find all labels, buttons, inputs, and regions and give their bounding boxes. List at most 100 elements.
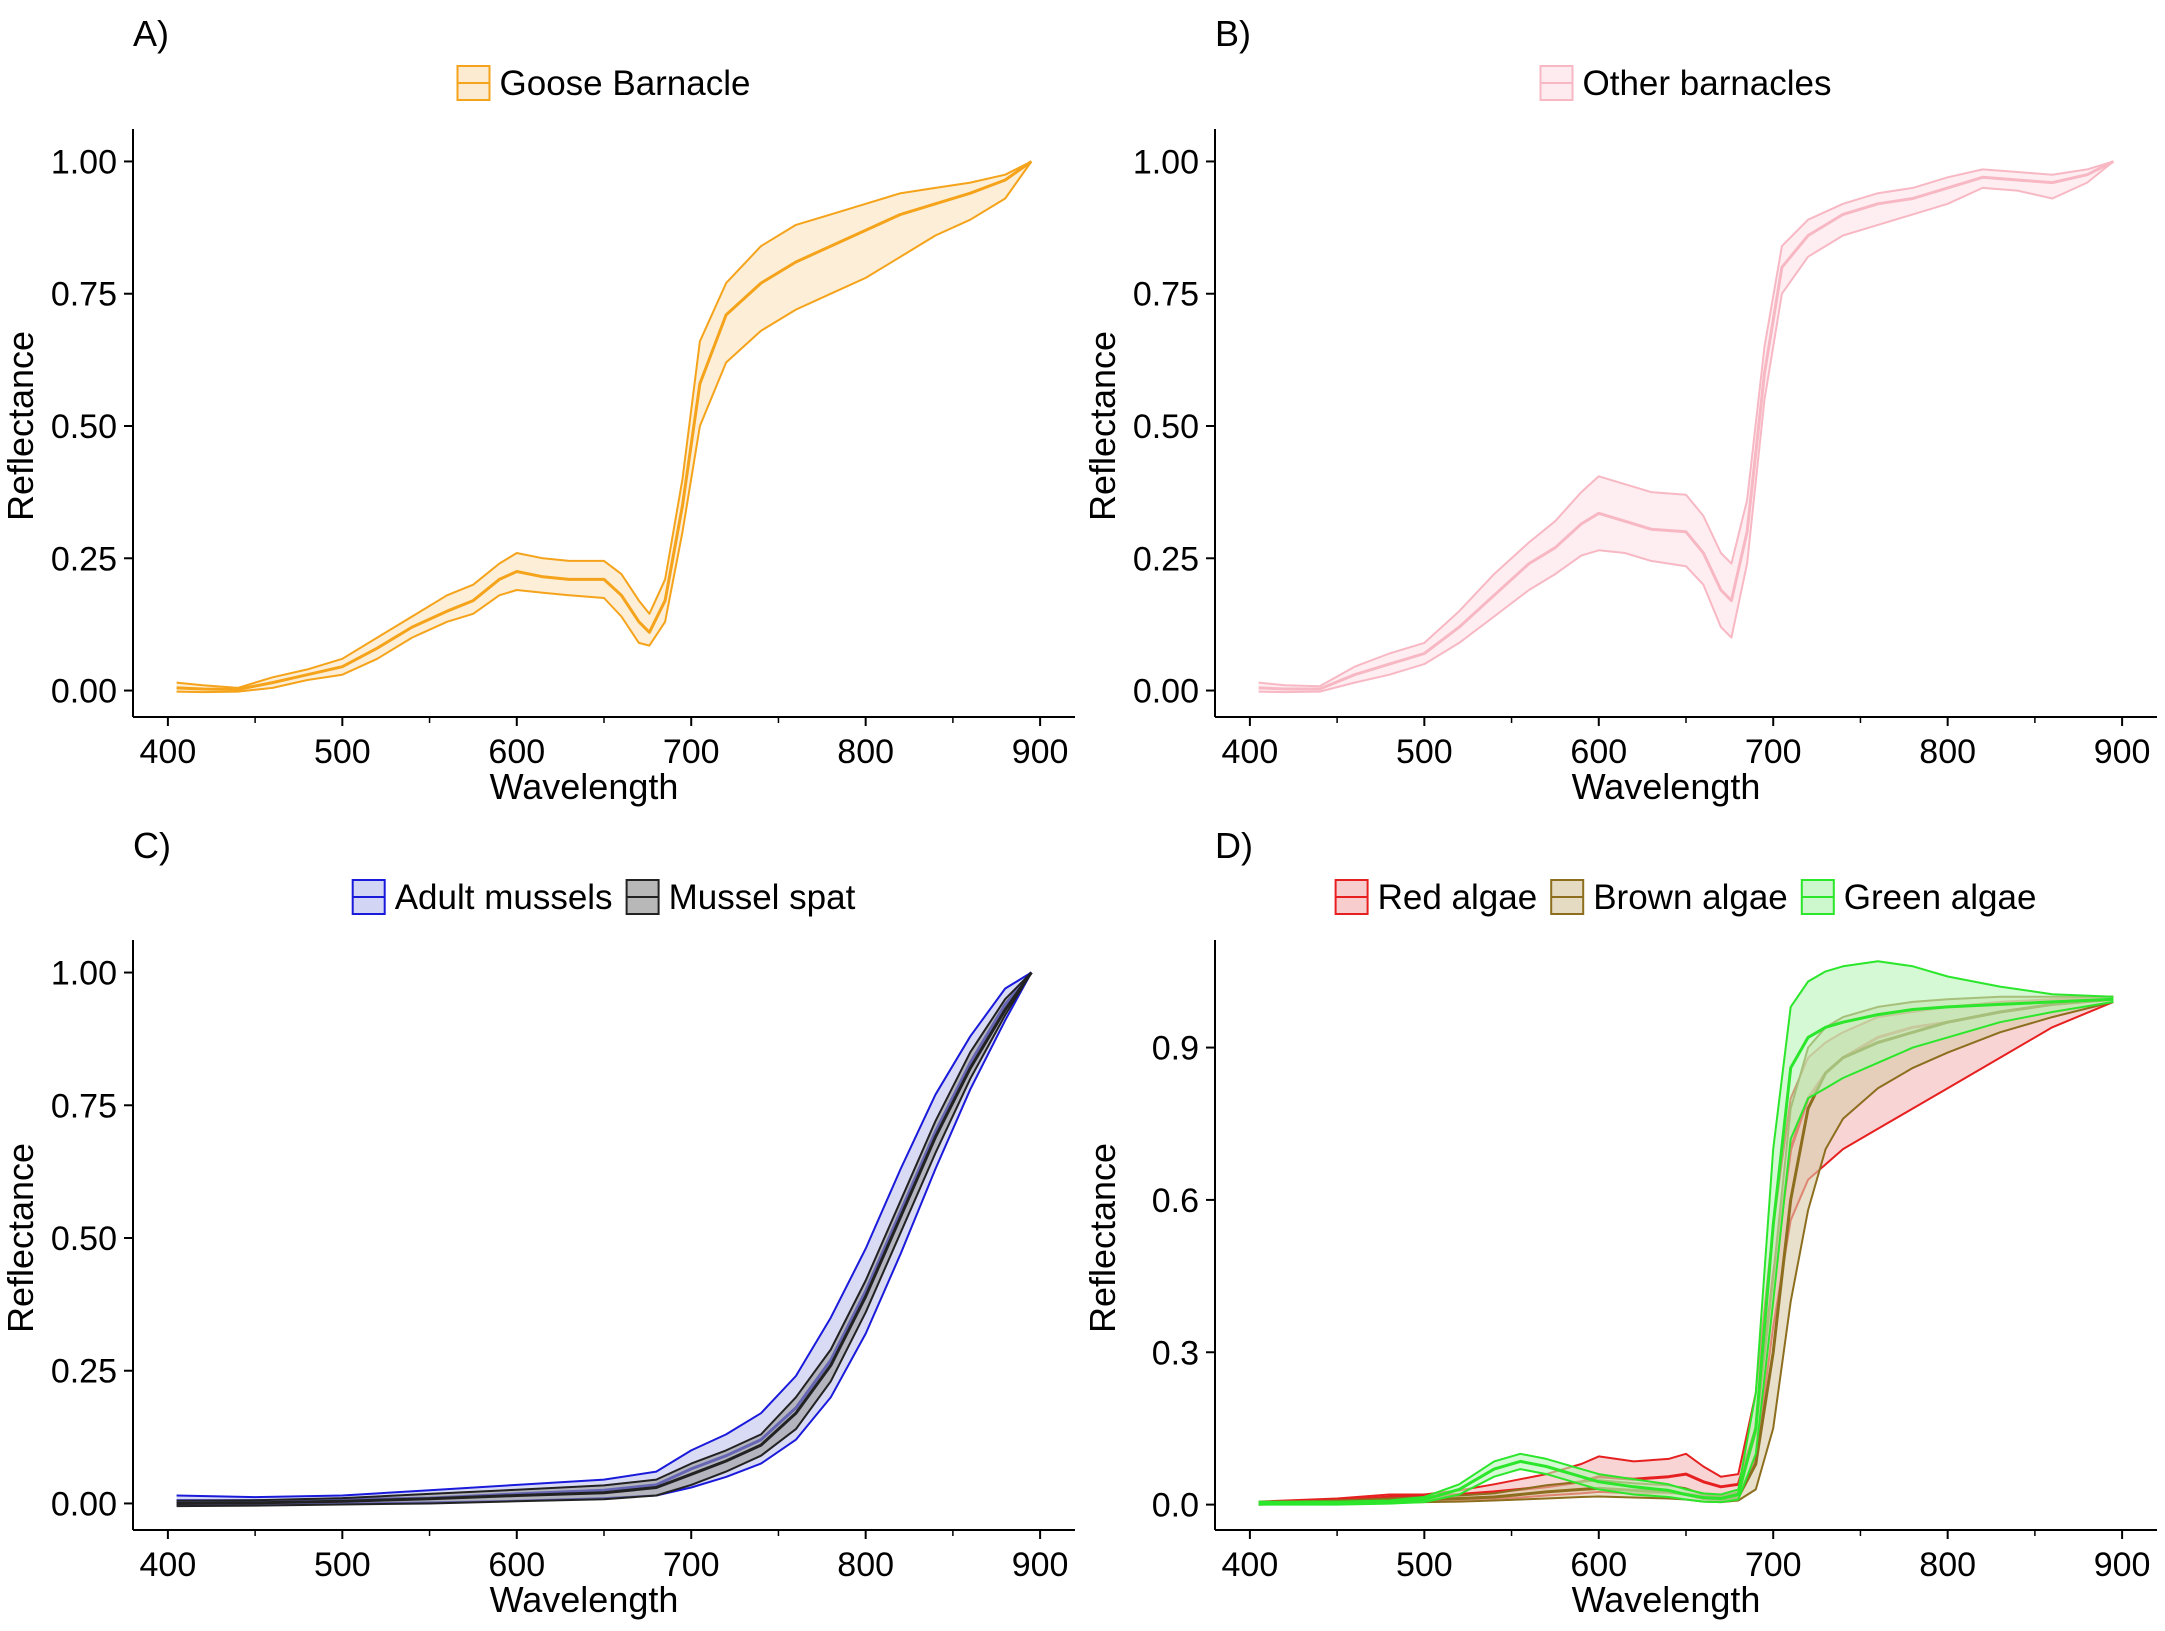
confidence-band	[1258, 961, 2114, 1505]
y-tick-label: 0.9	[1152, 1030, 1199, 1068]
x-tick-label: 900	[2094, 1546, 2151, 1584]
mean-line	[1258, 997, 2114, 1506]
series-green-algae	[1258, 960, 2114, 1506]
x-tick-label: 700	[663, 733, 720, 771]
confidence-band	[176, 972, 1032, 1505]
y-tick-label: 0.00	[51, 673, 117, 711]
legend-label: Green algae	[1844, 878, 2037, 917]
upper-line	[176, 971, 1032, 1499]
legend-item: Goose Barnacle	[456, 64, 750, 103]
panel-label: A)	[133, 13, 169, 54]
confidence-band	[1258, 996, 2114, 1505]
x-tick-label: 400	[140, 733, 197, 771]
x-tick-label: 700	[1745, 733, 1802, 771]
x-tick-label: 800	[1919, 1546, 1976, 1584]
x-tick-label: 600	[1570, 1546, 1627, 1584]
y-axis-label: Reflectance	[1082, 331, 1123, 521]
y-tick-label: 1.00	[1133, 143, 1199, 181]
y-tick-label: 0.75	[1133, 276, 1199, 314]
y-tick-label: 0.75	[51, 1087, 117, 1125]
x-tick-label: 500	[1396, 1546, 1453, 1584]
lower-line	[176, 160, 1033, 694]
y-tick-label: 0.25	[51, 1353, 117, 1391]
panel-b: B) 400 500 600 700 800 900 0.00 0.25 0.50 0.75 1.00…	[1082, 13, 2157, 807]
x-tick-label: 900	[2094, 733, 2151, 771]
mean-line	[1258, 997, 2114, 1505]
panel-label: C)	[133, 825, 171, 866]
confidence-band	[1258, 996, 2114, 1505]
x-axis-label: Wavelength	[490, 766, 679, 807]
lower-line	[1258, 1000, 2114, 1506]
y-tick-label: 1.00	[51, 143, 117, 181]
legend-item: Green algae	[1800, 878, 2037, 917]
x-tick-label: 400	[1222, 1546, 1279, 1584]
legend-item: Adult mussels	[351, 878, 613, 917]
upper-line	[1258, 160, 2114, 688]
x-axis-label: Wavelength	[1572, 1579, 1761, 1620]
series-adult-mussels	[176, 971, 1033, 1506]
y-tick-label: 0.3	[1152, 1334, 1199, 1372]
panel-label: B)	[1215, 13, 1251, 54]
confidence-band	[1258, 161, 2114, 693]
upper-line	[1258, 995, 2114, 1504]
x-tick-label: 400	[1222, 733, 1279, 771]
x-tick-label: 600	[488, 1546, 545, 1584]
y-tick-label: 1.00	[51, 955, 117, 993]
x-tick-label: 800	[837, 1546, 894, 1584]
confidence-band	[176, 161, 1032, 693]
legend-item: Other barnacles	[1539, 64, 1832, 103]
x-tick-label: 400	[140, 1546, 197, 1584]
x-tick-label: 500	[1396, 733, 1453, 771]
y-tick-label: 0.50	[51, 408, 117, 446]
legend-label: Mussel spat	[669, 878, 856, 917]
x-tick-label: 900	[1012, 1546, 1069, 1584]
y-tick-label: 0.50	[51, 1220, 117, 1258]
lower-line	[176, 971, 1033, 1508]
mean-line	[1258, 997, 2114, 1505]
legend-label: Adult mussels	[395, 878, 613, 917]
legend-label: Red algae	[1378, 878, 1538, 917]
y-tick-label: 0.0	[1152, 1487, 1199, 1525]
legend-item: Red algae	[1334, 878, 1538, 917]
confidence-band	[176, 972, 1032, 1507]
y-tick-label: 0.00	[1133, 673, 1199, 711]
y-axis-label: Reflectance	[1082, 1143, 1123, 1333]
y-axis-label: Reflectance	[0, 331, 41, 521]
y-tick-label: 0.25	[51, 540, 117, 578]
mean-line	[176, 160, 1033, 691]
x-tick-label: 800	[1919, 733, 1976, 771]
x-tick-label: 500	[314, 733, 371, 771]
mean-line	[176, 971, 1033, 1505]
legend-label: Other barnacles	[1583, 64, 1832, 103]
y-tick-label: 0.50	[1133, 408, 1199, 446]
x-tick-label: 900	[1012, 733, 1069, 771]
legend: Adult mussels Mussel spat	[351, 878, 856, 917]
y-tick-label: 0.75	[51, 276, 117, 314]
legend: Other barnacles	[1539, 64, 1832, 103]
panel-a: A) 400 500 600 700 800 900 0.00 0.25 0.50 0.75 1.00…	[0, 13, 1075, 807]
series-mussel-spat	[176, 971, 1033, 1508]
lower-line	[1258, 1000, 2114, 1506]
panel-label: D)	[1215, 825, 1253, 866]
lower-line	[1258, 160, 2115, 694]
series-goose-barnacle	[176, 160, 1033, 694]
mean-line	[1258, 160, 2115, 691]
x-axis-label: Wavelength	[1572, 766, 1761, 807]
x-tick-label: 700	[663, 1546, 720, 1584]
x-axis-label: Wavelength	[490, 1579, 679, 1620]
upper-line	[1258, 960, 2114, 1503]
legend: Red algae Brown algae Green algae	[1334, 878, 2037, 917]
series-brown-algae	[1258, 995, 2114, 1506]
x-tick-label: 500	[314, 1546, 371, 1584]
y-axis-label: Reflectance	[0, 1143, 41, 1333]
legend-item: Brown algae	[1550, 878, 1788, 917]
y-tick-label: 0.00	[51, 1485, 117, 1523]
x-tick-label: 600	[1570, 733, 1627, 771]
lower-line	[1258, 1000, 2114, 1506]
series-other-barnacles	[1258, 160, 2115, 694]
x-tick-label: 600	[488, 733, 545, 771]
panel-d: D) 400 500 600 700 800 900 0.0 0.3 0.6 0.9 Waveleng…	[1082, 825, 2157, 1620]
series-red-algae	[1258, 995, 2114, 1506]
